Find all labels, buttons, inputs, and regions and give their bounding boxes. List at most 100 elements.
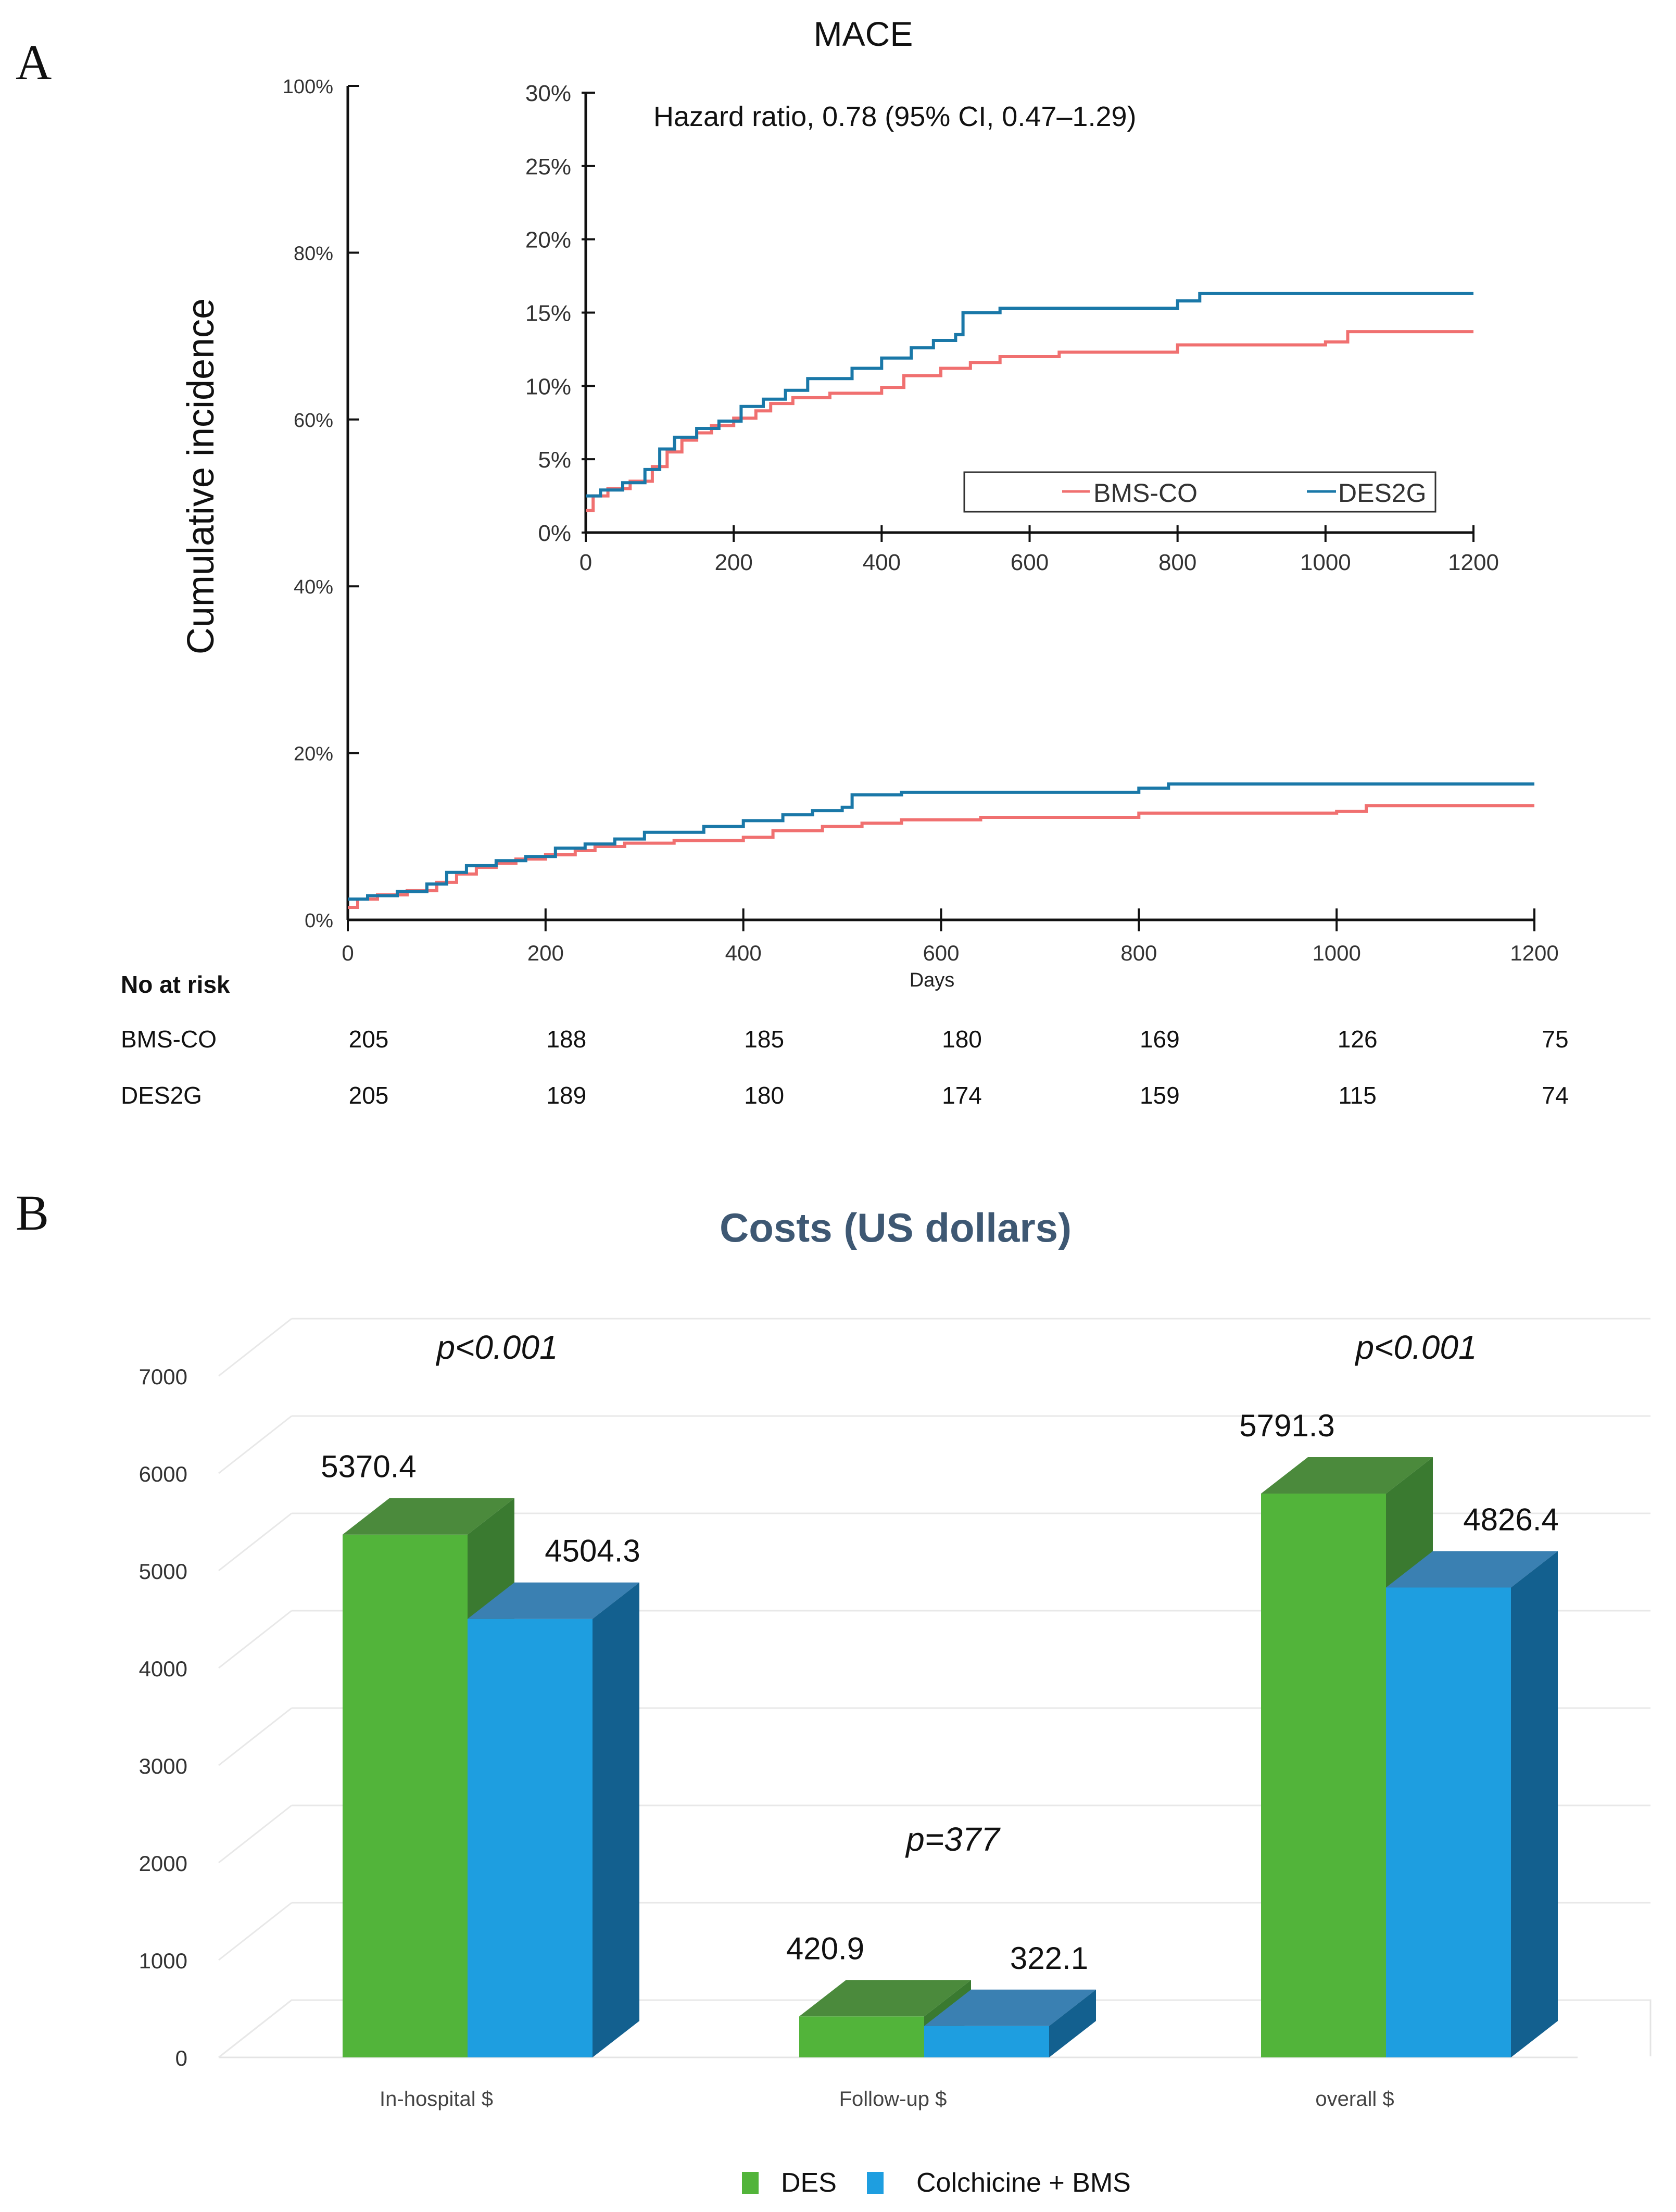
risk-value-des2g: 189 — [546, 1082, 586, 1109]
risk-value-bms-co: 126 — [1338, 1026, 1378, 1053]
legend-label-colchicine-bms: Colchicine + BMS — [916, 2168, 1131, 2198]
risk-value-des2g: 174 — [942, 1082, 982, 1109]
risk-value-des2g: 159 — [1140, 1082, 1180, 1109]
inset-legend: BMS-CO DES2G — [963, 471, 1436, 513]
bar-y-tick-label: 7000 — [139, 1364, 187, 1389]
y-axis-label: Cumulative incidence — [180, 298, 222, 654]
main-y-tick-label: 100% — [283, 76, 333, 98]
bar-y-tick-label: 2000 — [139, 1851, 187, 1876]
bar-chart-bars: 5370.4 4504.3 420.9 322.1 5791.3 4826.4 — [321, 1408, 1559, 2057]
risk-row-label-bms-co: BMS-CO — [121, 1026, 217, 1053]
panel-b-letter: B — [16, 1185, 49, 1241]
inset-x-tick-label: 0 — [579, 550, 592, 575]
main-chart-axes: 0% 20% 40% 60% 80% 100% 0 200 400 600 800 1000 1200 — [283, 76, 1559, 965]
colchicine-bms-bar-follow-up-front — [924, 2026, 1049, 2057]
main-series-line-des2g — [348, 782, 1534, 901]
main-x-tick-label: 200 — [527, 941, 564, 965]
inset-x-tick-label: 600 — [1011, 550, 1049, 575]
risk-value-bms-co: 205 — [349, 1026, 389, 1053]
des-bar-overall-top — [1261, 1457, 1433, 1494]
bar-y-tick-label: 1000 — [139, 1949, 187, 1973]
inset-series-line-bms-co — [586, 330, 1473, 512]
legend-label-bms-co: BMS-CO — [1093, 478, 1198, 508]
risk-value-des2g: 205 — [349, 1082, 389, 1109]
legend-label-des2g: DES2G — [1338, 478, 1427, 508]
risk-table-values: 205 188 185 180 169 126 75 205 189 180 174 159 115 74 — [349, 1026, 1569, 1109]
des-bar-overall-value-label: 5791.3 — [1239, 1408, 1335, 1443]
colchicine-bms-bar-overall-value-label: 4826.4 — [1463, 1502, 1559, 1537]
bar-y-tick-label: 4000 — [139, 1657, 187, 1681]
bar-y-tick-label: 5000 — [139, 1559, 187, 1584]
risk-value-bms-co: 188 — [546, 1026, 586, 1053]
legend-swatch-des — [742, 2172, 759, 2194]
main-y-tick-label: 20% — [294, 743, 333, 765]
pvalue-overall: p<0.001 — [1354, 1329, 1477, 1366]
risk-table: No at risk BMS-CO DES2G 205 188 185 180 169 1… — [121, 971, 1569, 1109]
risk-value-bms-co: 180 — [942, 1026, 982, 1053]
bar-y-tick-label: 0 — [175, 2046, 187, 2070]
risk-row-label-des2g: DES2G — [121, 1082, 202, 1109]
colchicine-bms-bar-in-hospital-front — [468, 1619, 593, 2057]
inset-y-tick-label: 25% — [525, 154, 571, 180]
des-bar-in-hospital-value-label: 5370.4 — [321, 1449, 417, 1484]
panel-a: A MACE Cumulative incidence 0% 20% 40% 60% 8… — [16, 15, 1569, 1109]
main-x-tick-label: 400 — [725, 941, 762, 965]
bar-category-label: Follow-up $ — [839, 2088, 947, 2110]
risk-value-bms-co: 75 — [1542, 1026, 1568, 1053]
inset-x-tick-label: 1000 — [1300, 550, 1351, 575]
main-y-tick-label: 80% — [294, 243, 333, 264]
main-chart-series — [348, 782, 1534, 909]
inset-x-tick-label: 400 — [863, 550, 901, 575]
costs-title: Costs (US dollars) — [720, 1205, 1072, 1250]
inset-chart-series — [586, 292, 1473, 512]
bar-gridline-side — [218, 1804, 292, 1864]
des-bar-follow-up-top — [799, 1980, 971, 2017]
colchicine-bms-bar-overall-front — [1386, 1587, 1511, 2057]
main-y-tick-label: 40% — [294, 576, 333, 598]
bar-category-label: In-hospital $ — [380, 2088, 493, 2110]
inset-x-tick-label: 200 — [714, 550, 752, 575]
panel-b: B Costs (US dollars) 0 1000 2000 3000 4000 50… — [16, 1185, 1652, 2198]
inset-y-tick-label: 10% — [525, 374, 571, 399]
main-x-tick-label: 800 — [1120, 941, 1157, 965]
legend-label-des: DES — [781, 2168, 837, 2198]
bar-category-label: overall $ — [1315, 2088, 1394, 2110]
bar-y-tick-label: 6000 — [139, 1462, 187, 1486]
inset-series-line-des2g — [586, 292, 1473, 498]
risk-table-header: No at risk — [121, 971, 230, 998]
bar-legend: DES Colchicine + BMS — [742, 2168, 1131, 2198]
colchicine-bms-bar-overall-side — [1511, 1551, 1558, 2057]
inset-x-tick-label: 1200 — [1448, 550, 1499, 575]
risk-value-des2g: 74 — [1542, 1082, 1568, 1109]
colchicine-bms-bar-follow-up-side — [1049, 1989, 1096, 2057]
risk-value-bms-co: 169 — [1140, 1026, 1180, 1053]
bar-gridline-side — [218, 1318, 292, 1377]
inset-y-tick-label: 15% — [525, 301, 571, 326]
colchicine-bms-bar-in-hospital-side — [593, 1582, 639, 2057]
bar-gridline-side — [218, 1902, 292, 1961]
des-bar-in-hospital-top — [343, 1498, 514, 1535]
des-bar-follow-up-front — [799, 2016, 924, 2057]
inset-y-tick-label: 5% — [538, 447, 571, 473]
colchicine-bms-bar-in-hospital-value-label: 4504.3 — [545, 1534, 640, 1569]
hazard-ratio-text: Hazard ratio, 0.78 (95% CI, 0.47–1.29) — [653, 101, 1137, 132]
bar-gridline-side — [218, 1999, 292, 2058]
bar-gridline-side — [218, 1512, 292, 1572]
main-x-tick-label: 1000 — [1312, 941, 1360, 965]
inset-legend-box — [963, 471, 1436, 513]
des-bar-overall-front — [1261, 1494, 1386, 2057]
risk-value-des2g: 115 — [1338, 1082, 1376, 1109]
main-x-tick-label: 0 — [342, 941, 354, 965]
mace-title: MACE — [814, 15, 913, 53]
colchicine-bms-bar-follow-up-top — [924, 1989, 1096, 2026]
pvalue-follow-up: p=377 — [905, 1821, 1001, 1858]
bar-y-tick-label: 3000 — [139, 1754, 187, 1778]
bar-gridline-side — [218, 1415, 292, 1474]
des-bar-in-hospital-front — [343, 1534, 468, 2057]
colchicine-bms-bar-in-hospital-top — [468, 1582, 639, 1619]
main-y-tick-label: 0% — [305, 910, 333, 932]
inset-y-tick-label: 20% — [525, 227, 571, 253]
inset-y-tick-label: 30% — [525, 81, 571, 106]
colchicine-bms-bar-follow-up-value-label: 322.1 — [1010, 1941, 1088, 1976]
